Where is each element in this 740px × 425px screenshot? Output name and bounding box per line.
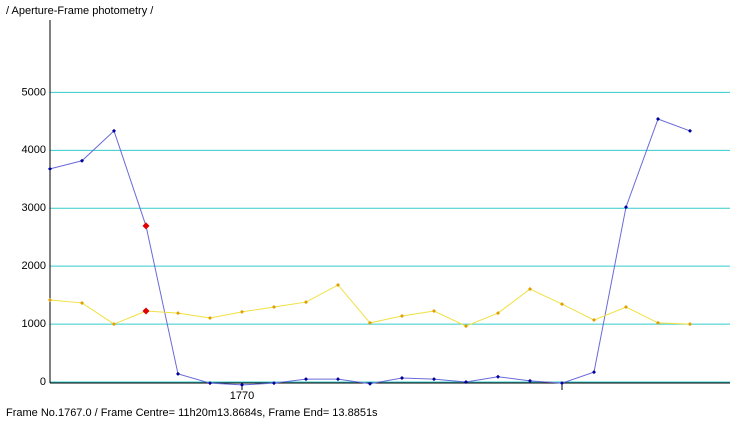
point [48,166,52,171]
y-tick-label: 5000 [22,86,46,98]
point [592,318,596,323]
x-tick-label: 1770 [230,390,254,402]
y-tick-label: 4000 [22,144,46,156]
point [592,370,596,375]
point [432,377,436,382]
point [112,128,116,133]
point [496,374,500,379]
point [304,377,308,382]
point [464,324,468,329]
series-line [49,118,691,386]
chart-title: / Aperture-Frame photometry / [6,5,154,17]
point [240,309,244,314]
point [336,377,340,382]
point [208,381,212,386]
point [624,205,628,210]
point [336,282,340,287]
point [304,300,308,305]
point [80,300,84,305]
point [142,222,150,230]
point [272,381,276,386]
y-tick-label: 0 [40,376,46,388]
point [272,304,276,309]
point [496,311,500,316]
point [528,378,532,383]
point [368,320,372,325]
point [80,158,84,163]
point [176,371,180,376]
point [464,380,468,384]
point [528,287,532,292]
point [368,381,372,386]
point [400,313,404,318]
point [688,128,692,133]
y-tick-label: 2000 [22,260,46,272]
point [208,315,212,320]
y-tick-label: 3000 [22,202,46,214]
point [400,375,404,380]
point [240,382,244,387]
point [688,322,692,327]
point [656,117,660,122]
point [560,381,564,386]
y-tick-label: 1000 [22,318,46,330]
point [142,307,150,315]
point [48,298,52,303]
status-line: Frame No.1767.0 / Frame Centre= 11h20m13… [6,407,378,419]
point [112,322,116,327]
point [656,320,660,325]
point [560,302,564,307]
point [432,309,436,314]
point [624,304,628,309]
point [176,311,180,316]
